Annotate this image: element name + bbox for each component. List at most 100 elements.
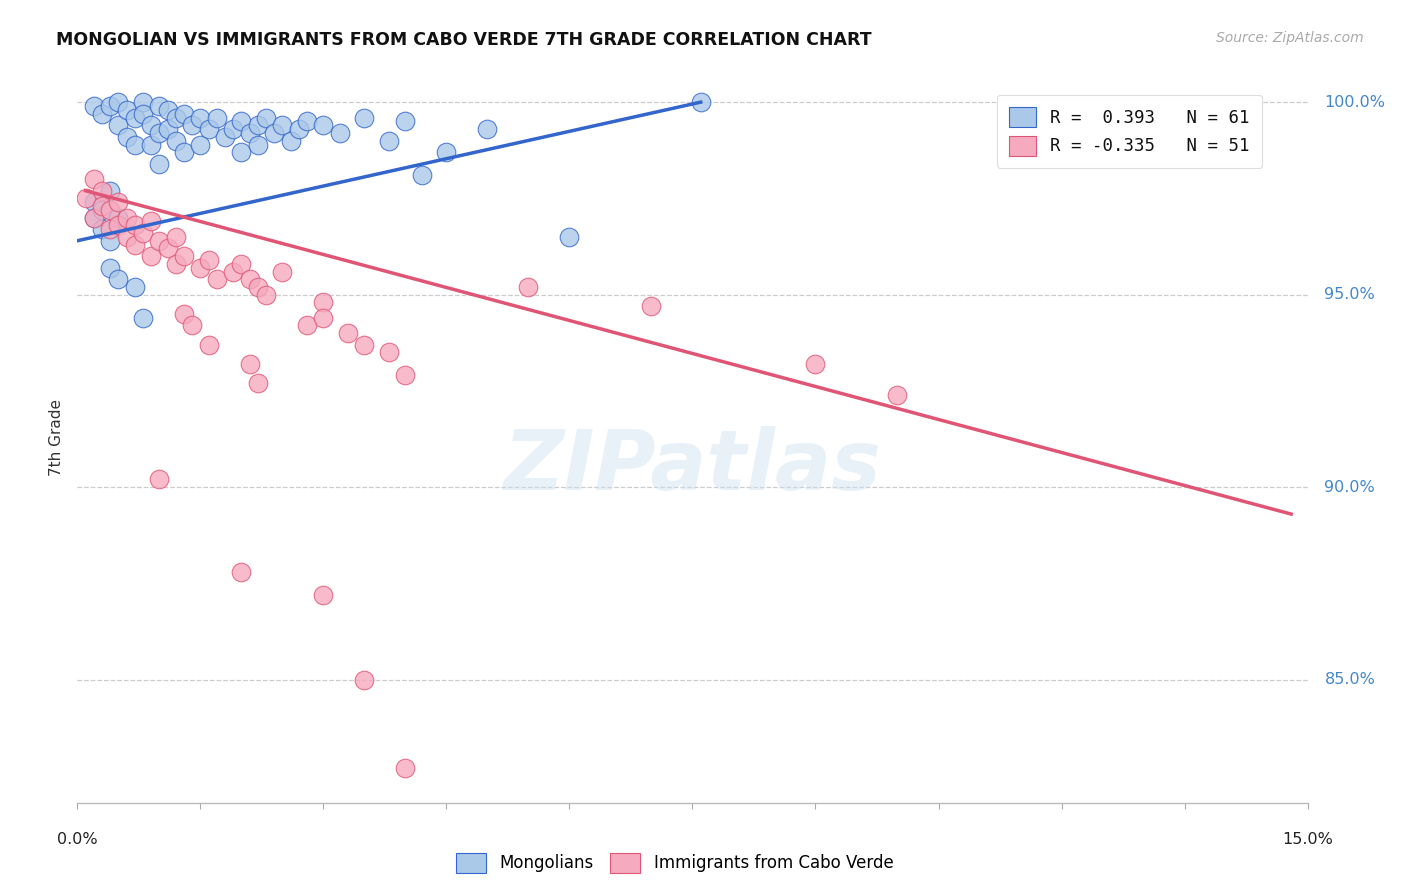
Point xyxy=(90,202,114,217)
Text: 15.0%: 15.0% xyxy=(1282,832,1333,847)
Point xyxy=(141,118,163,132)
Point xyxy=(156,103,179,117)
Point xyxy=(90,184,114,198)
Point xyxy=(254,111,277,125)
Point xyxy=(231,565,253,579)
Legend: R =  0.393   N = 61, R = -0.335   N = 51: R = 0.393 N = 61, R = -0.335 N = 51 xyxy=(997,95,1263,168)
Point xyxy=(188,260,212,275)
Point xyxy=(165,134,187,148)
Point xyxy=(107,272,129,286)
Point xyxy=(132,106,155,120)
Point xyxy=(107,95,129,110)
Point xyxy=(271,264,294,278)
Point xyxy=(148,99,170,113)
Point xyxy=(246,376,269,391)
Point xyxy=(132,95,155,110)
Point xyxy=(98,234,121,248)
Point xyxy=(173,145,195,160)
Point xyxy=(804,357,827,371)
Point xyxy=(148,126,170,140)
Point xyxy=(353,673,375,687)
Point xyxy=(83,211,105,225)
Point xyxy=(115,103,138,117)
Point xyxy=(558,230,581,244)
Point xyxy=(173,249,195,263)
Point xyxy=(181,318,204,333)
Point xyxy=(115,211,138,225)
Point xyxy=(329,126,352,140)
Point xyxy=(288,122,311,136)
Point xyxy=(378,345,401,359)
Point xyxy=(312,118,335,132)
Point xyxy=(107,219,129,233)
Point xyxy=(165,111,187,125)
Point xyxy=(148,234,170,248)
Point xyxy=(141,249,163,263)
Point xyxy=(124,280,146,294)
Point xyxy=(90,199,114,213)
Point xyxy=(124,137,146,152)
Point xyxy=(280,134,302,148)
Point xyxy=(115,230,138,244)
Point xyxy=(156,242,179,256)
Point xyxy=(205,111,228,125)
Point xyxy=(239,272,262,286)
Point xyxy=(214,129,236,144)
Point xyxy=(156,122,179,136)
Point xyxy=(124,111,146,125)
Point xyxy=(205,272,228,286)
Point xyxy=(148,472,170,486)
Point xyxy=(231,257,253,271)
Point xyxy=(197,252,219,267)
Point xyxy=(231,114,253,128)
Point xyxy=(141,214,163,228)
Point xyxy=(98,184,121,198)
Point xyxy=(689,95,711,110)
Legend: Mongolians, Immigrants from Cabo Verde: Mongolians, Immigrants from Cabo Verde xyxy=(450,847,900,880)
Text: 90.0%: 90.0% xyxy=(1324,480,1375,495)
Point xyxy=(436,145,458,160)
Point xyxy=(173,307,195,321)
Point xyxy=(517,280,540,294)
Point xyxy=(337,326,360,340)
Point xyxy=(394,368,416,383)
Point xyxy=(165,230,187,244)
Point xyxy=(231,145,253,160)
Y-axis label: 7th Grade: 7th Grade xyxy=(49,399,65,475)
Point xyxy=(132,310,155,325)
Text: 85.0%: 85.0% xyxy=(1324,672,1375,687)
Point xyxy=(271,118,294,132)
Point xyxy=(312,310,335,325)
Point xyxy=(83,195,105,210)
Point xyxy=(295,114,318,128)
Point xyxy=(107,118,129,132)
Point xyxy=(141,137,163,152)
Point xyxy=(90,222,114,236)
Point xyxy=(124,219,146,233)
Point xyxy=(394,114,416,128)
Point xyxy=(239,357,262,371)
Point xyxy=(312,588,335,602)
Point xyxy=(124,237,146,252)
Text: Source: ZipAtlas.com: Source: ZipAtlas.com xyxy=(1216,31,1364,45)
Point xyxy=(222,264,245,278)
Point xyxy=(246,118,269,132)
Text: ZIPatlas: ZIPatlas xyxy=(503,425,882,507)
Point xyxy=(188,111,212,125)
Point xyxy=(90,106,114,120)
Point xyxy=(239,126,262,140)
Point xyxy=(197,122,219,136)
Text: MONGOLIAN VS IMMIGRANTS FROM CABO VERDE 7TH GRADE CORRELATION CHART: MONGOLIAN VS IMMIGRANTS FROM CABO VERDE … xyxy=(56,31,872,49)
Point xyxy=(181,118,204,132)
Point xyxy=(254,287,277,301)
Point xyxy=(98,260,121,275)
Point xyxy=(353,111,375,125)
Text: 0.0%: 0.0% xyxy=(58,832,97,847)
Point xyxy=(477,122,499,136)
Point xyxy=(295,318,318,333)
Point xyxy=(640,299,662,313)
Point xyxy=(98,222,121,236)
Point xyxy=(115,129,138,144)
Point xyxy=(132,226,155,240)
Point xyxy=(83,99,105,113)
